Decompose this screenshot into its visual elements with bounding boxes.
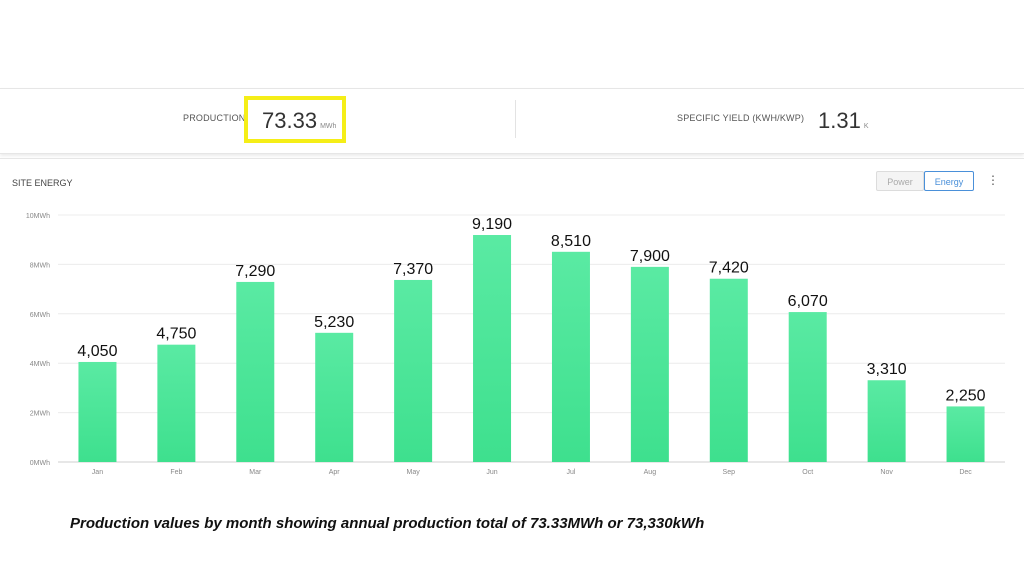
production-label: PRODUCTION — [183, 113, 246, 123]
data-label: 7,370 — [393, 261, 433, 278]
power-button[interactable]: Power — [876, 171, 924, 191]
data-label: 5,230 — [314, 314, 354, 331]
data-label: 9,190 — [472, 216, 512, 233]
y-tick-label: 8MWh — [30, 262, 50, 269]
x-tick-label: Apr — [329, 469, 341, 476]
data-label: 7,420 — [709, 260, 749, 277]
bar-apr[interactable] — [315, 332, 354, 462]
kpi-divider — [515, 100, 516, 138]
x-tick-label: Jan — [92, 469, 103, 476]
bar-aug[interactable] — [630, 266, 669, 462]
y-tick-label: 0MWh — [30, 460, 50, 467]
x-tick-label: Oct — [802, 469, 813, 476]
x-tick-label: Sep — [723, 469, 736, 476]
specific-yield-value: 1.31 K — [818, 108, 869, 134]
y-tick-label: 6MWh — [30, 312, 50, 319]
figure-caption: Production values by month showing annua… — [70, 515, 705, 532]
bar-jun[interactable] — [473, 235, 512, 462]
data-label: 3,310 — [867, 361, 907, 378]
specific-yield-number: 1.31 — [818, 108, 861, 133]
bar-dec[interactable] — [946, 406, 985, 462]
bar-sep[interactable] — [709, 278, 748, 462]
x-tick-label: Mar — [249, 469, 262, 476]
y-tick-label: 10MWh — [26, 213, 50, 220]
data-label: 7,290 — [235, 263, 275, 280]
kebab-menu-icon[interactable]: ⋮ — [987, 173, 999, 187]
x-tick-label: Jul — [566, 469, 575, 476]
x-tick-label: Jun — [486, 469, 497, 476]
data-label: 2,250 — [946, 387, 986, 404]
data-label: 6,070 — [788, 293, 828, 310]
data-label: 4,750 — [156, 326, 196, 343]
bar-oct[interactable] — [788, 312, 827, 462]
data-label: 4,050 — [77, 343, 117, 360]
bar-jul[interactable] — [551, 251, 590, 462]
specific-yield-label: SPECIFIC YIELD (KWH/KWP) — [677, 113, 805, 123]
y-tick-label: 4MWh — [30, 361, 50, 368]
x-tick-label: Dec — [959, 469, 972, 476]
production-unit: MWh — [320, 123, 337, 130]
bar-nov[interactable] — [867, 380, 906, 462]
energy-button[interactable]: Energy — [924, 171, 974, 191]
production-highlight-box — [244, 96, 346, 143]
kpi-bar — [0, 88, 1024, 154]
x-tick-label: Feb — [170, 469, 182, 476]
y-tick-label: 2MWh — [30, 411, 50, 418]
specific-yield-unit: K — [863, 123, 869, 130]
x-tick-label: Aug — [644, 469, 657, 476]
bar-mar[interactable] — [236, 281, 275, 462]
x-tick-label: Nov — [880, 469, 893, 476]
bar-jan[interactable] — [78, 361, 117, 462]
x-tick-label: May — [407, 469, 421, 476]
data-label: 8,510 — [551, 233, 591, 250]
production-value: 73.33 MWh — [262, 108, 336, 134]
bar-feb[interactable] — [157, 344, 196, 462]
panel-title: SITE ENERGY — [12, 178, 73, 188]
data-label: 7,900 — [630, 248, 670, 265]
production-number: 73.33 — [262, 108, 318, 133]
bar-may[interactable] — [394, 279, 433, 462]
